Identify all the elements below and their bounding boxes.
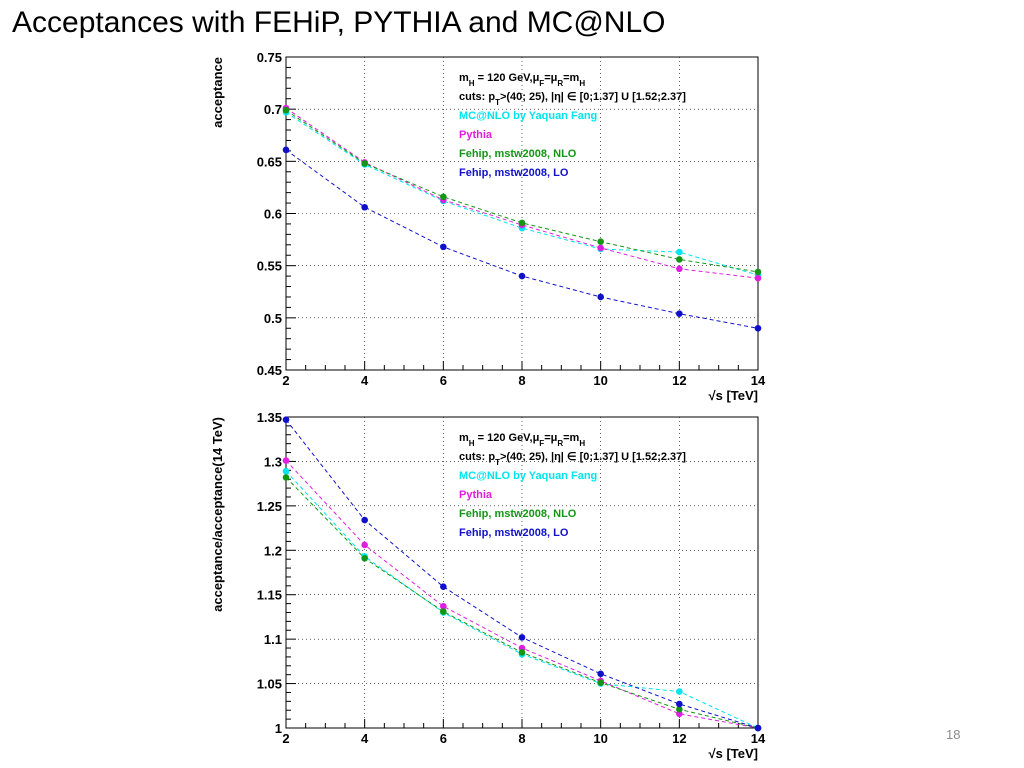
data-point <box>440 193 447 201</box>
y-tick-label: 1.3 <box>264 454 282 469</box>
y-tick-label: 1 <box>275 721 282 736</box>
legend-info-line: mH = 120 GeV,μF=μR=mH <box>459 432 585 448</box>
y-tick-label: 1.15 <box>257 588 282 603</box>
x-tick-label: 2 <box>282 373 289 388</box>
data-point <box>597 670 604 678</box>
x-tick-label: 8 <box>518 373 525 388</box>
y-tick-label: 1.35 <box>257 410 282 425</box>
legend-entry: MC@NLO by Yaquan Fang <box>459 470 597 482</box>
chart-top: 2 4 6 8 10 12 14 0.45 0.5 0.55 0.6 0.65 0.7 0.75 √s [T… <box>210 50 766 403</box>
data-point <box>440 608 447 615</box>
data-point <box>676 688 683 695</box>
data-point <box>597 679 604 686</box>
legend: mH = 120 GeV,μF=μR=mH cuts: pT>(40; 25), … <box>459 432 686 539</box>
y-tick-label: 1.2 <box>264 543 282 558</box>
data-point <box>440 583 447 591</box>
data-point <box>440 602 447 610</box>
data-point <box>282 146 290 154</box>
legend-entry: Fehip, mstw2008, LO <box>459 167 569 179</box>
legend-info-line: cuts: pT>(40; 25), |η| ∈ [0;1.37] U [1.5… <box>459 451 686 467</box>
x-axis-title: √s [TeV] <box>708 746 758 761</box>
x-tick-label: 6 <box>440 731 447 746</box>
legend-info-line: mH = 120 GeV,μF=μR=mH <box>459 72 585 88</box>
data-point <box>282 457 290 464</box>
x-tick-label: 10 <box>593 731 607 746</box>
data-point <box>676 706 683 713</box>
legend-entry: Pythia <box>459 489 493 501</box>
y-tick-label: 0.6 <box>264 207 282 222</box>
data-point <box>518 272 526 280</box>
x-tick-label: 4 <box>361 373 369 388</box>
data-point <box>282 467 290 475</box>
data-point <box>754 724 762 732</box>
slide-title: Acceptances with FEHiP, PYTHIA and MC@NL… <box>12 6 666 39</box>
data-point <box>676 248 683 256</box>
x-tick-label: 4 <box>361 731 369 746</box>
data-point <box>282 106 290 114</box>
chart-bottom: 2 4 6 8 10 12 14 1 1.05 1.1 1.15 1.2 1.25 1.3 1.35 √s [… <box>210 410 766 761</box>
page-number: 18 <box>946 727 961 742</box>
y-tick-label: 1.25 <box>257 499 282 514</box>
legend-entry: Pythia <box>459 129 493 141</box>
x-axis-title: √s [TeV] <box>708 388 758 403</box>
series-line <box>285 460 759 729</box>
y-tick-label: 0.5 <box>264 311 282 326</box>
x-tick-label: 12 <box>672 373 686 388</box>
y-axis-title: acceptance/acceptance(14 TeV) <box>210 417 225 612</box>
data-point <box>518 219 526 227</box>
data-point <box>518 649 526 656</box>
data-point <box>361 554 368 562</box>
y-tick-label: 1.05 <box>257 677 282 692</box>
data-point <box>518 634 526 641</box>
y-tick-label: 0.75 <box>257 50 282 65</box>
data-point <box>361 516 368 524</box>
x-tick-label: 14 <box>751 373 766 388</box>
y-tick-label: 0.7 <box>264 102 282 117</box>
legend-entry: Fehip, mstw2008, NLO <box>459 508 577 520</box>
data-point <box>754 274 762 282</box>
legend-info-line: cuts: pT>(40; 25), |η| ∈ [0;1.37] U [1.5… <box>459 91 686 107</box>
y-tick-label: 0.55 <box>257 259 282 274</box>
y-axis-title: acceptance <box>210 57 225 128</box>
data-point <box>754 324 762 332</box>
data-point <box>597 293 604 301</box>
legend: mH = 120 GeV,μF=μR=mH cuts: pT>(40; 25), … <box>459 72 686 179</box>
data-point <box>440 243 447 251</box>
y-tick-label: 1.1 <box>264 632 282 647</box>
y-tick-label: 0.65 <box>257 154 282 169</box>
series-line <box>285 109 759 273</box>
x-tick-label: 6 <box>440 373 447 388</box>
data-point <box>361 160 368 167</box>
legend-entry: Fehip, mstw2008, NLO <box>459 148 577 160</box>
x-tick-label: 14 <box>751 731 766 746</box>
data-point <box>282 416 290 423</box>
data-point <box>676 700 683 708</box>
x-tick-label: 10 <box>593 373 607 388</box>
x-tick-label: 8 <box>518 731 525 746</box>
data-point <box>676 310 683 317</box>
data-point <box>282 474 290 481</box>
data-point <box>754 268 762 276</box>
x-tick-label: 2 <box>282 731 289 746</box>
legend-entry: MC@NLO by Yaquan Fang <box>459 110 597 122</box>
x-tick-label: 12 <box>672 731 686 746</box>
data-point <box>676 256 683 263</box>
data-point <box>676 265 683 273</box>
data-point <box>361 541 368 549</box>
data-point <box>361 203 368 211</box>
data-point <box>597 238 604 245</box>
y-tick-label: 0.45 <box>257 363 282 378</box>
data-point <box>597 244 604 252</box>
legend-entry: Fehip, mstw2008, LO <box>459 527 569 539</box>
